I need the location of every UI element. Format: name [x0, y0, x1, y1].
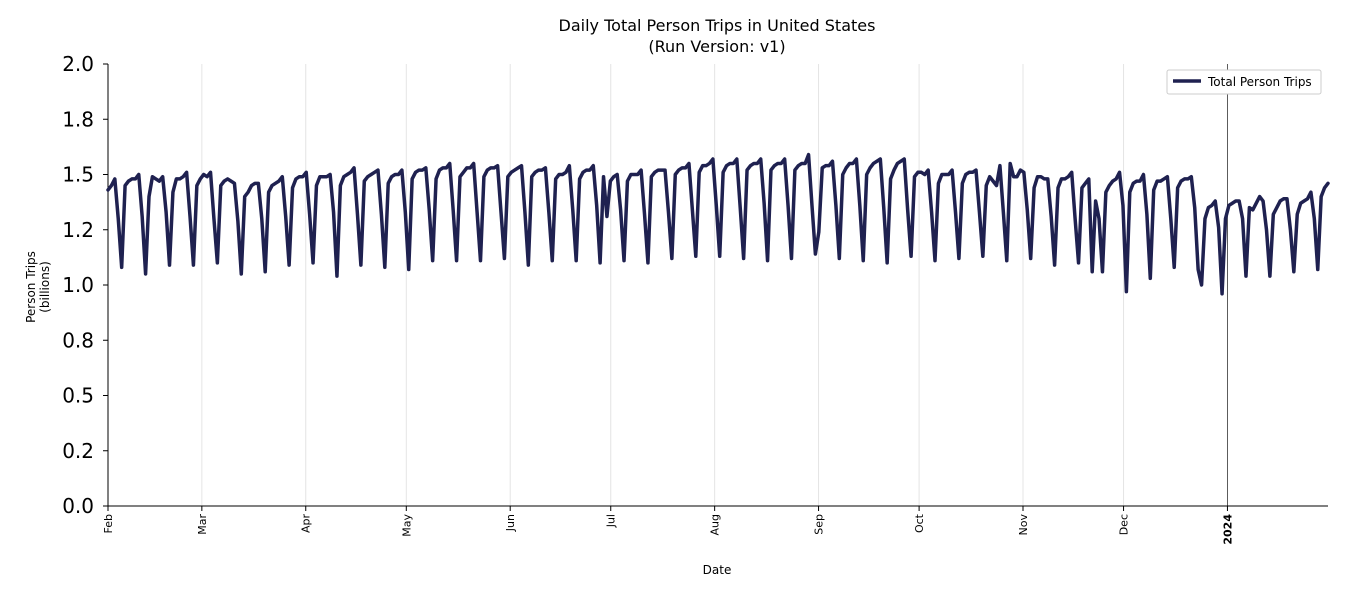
- y-tick-label: 0.8: [62, 328, 94, 352]
- series-line-total-person-trips: [106, 152, 1330, 296]
- legend-label: Total Person Trips: [1207, 75, 1312, 89]
- x-axis-label: Date: [703, 563, 732, 577]
- grid-lines: [107, 64, 1125, 506]
- x-tick-label: May: [400, 514, 413, 537]
- legend: Total Person Trips: [1166, 69, 1322, 95]
- y-axis: 0.0 0.2 0.5 0.8 1.0 1.2 1.5 1.8 2.0: [62, 52, 109, 518]
- y-tick-label: 1.8: [62, 107, 94, 131]
- x-axis: Feb Mar Apr May Jun Jul Aug Sep Oct Nov Dec 2024: [102, 505, 1328, 545]
- x-tick-label: Mar: [196, 514, 209, 535]
- y-tick-label: 0.5: [62, 384, 94, 408]
- y-tick-label: 1.5: [62, 163, 94, 187]
- x-tick-label: Apr: [300, 514, 313, 534]
- y-tick-label: 0.2: [62, 439, 94, 463]
- x-tick-label: Dec: [1118, 514, 1131, 535]
- x-tick-label: Oct: [913, 513, 926, 533]
- y-tick-label: 1.0: [62, 273, 94, 297]
- x-tick-label: 2024: [1221, 514, 1234, 545]
- x-tick-label: Nov: [1017, 514, 1030, 536]
- y-axis-label: Person Trips: [24, 251, 38, 323]
- y-tick-label: 0.0: [62, 494, 94, 518]
- y-tick-label: 2.0: [62, 52, 94, 76]
- x-tick-label: Jun: [504, 514, 517, 532]
- legend-box: [1166, 69, 1322, 95]
- y-axis-label-unit: (billions): [38, 261, 52, 313]
- y-tick-label: 1.2: [62, 218, 94, 242]
- x-tick-label: Jul: [605, 514, 618, 528]
- chart-title: Daily Total Person Trips in United State…: [559, 16, 876, 35]
- x-tick-label: Feb: [102, 514, 115, 533]
- chart-subtitle: (Run Version: v1): [648, 37, 785, 56]
- x-tick-label: Aug: [709, 514, 722, 535]
- x-tick-label: Sep: [813, 514, 826, 535]
